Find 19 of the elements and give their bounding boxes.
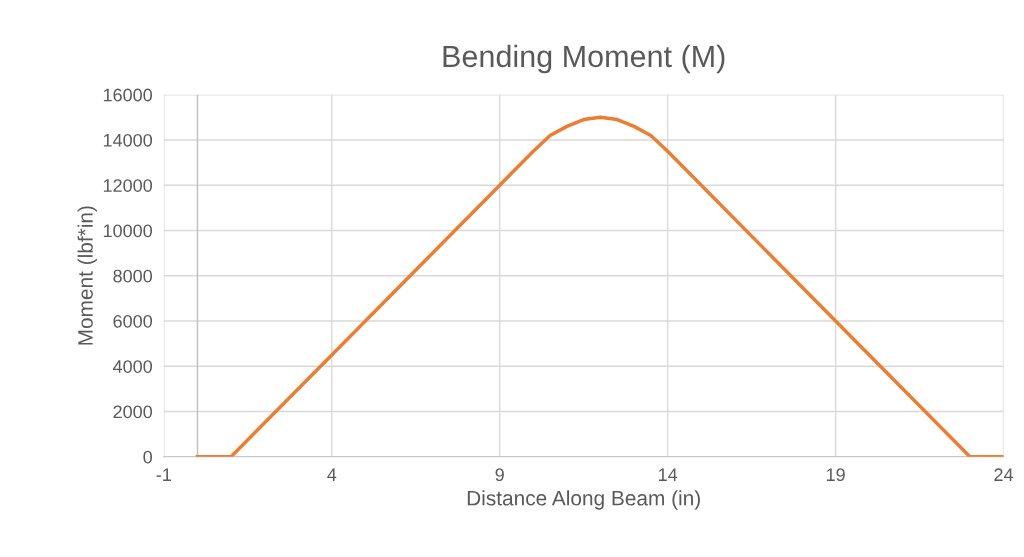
y-tick-label: 2000 (113, 405, 153, 419)
x-tick-label: -1 (156, 468, 171, 481)
x-tick-label: 4 (327, 468, 337, 481)
y-tick-label: 12000 (103, 179, 153, 192)
x-axis-title: Distance Along Beam (in) (467, 490, 700, 510)
x-tick-label: 24 (994, 468, 1014, 481)
y-tick-label: 10000 (103, 224, 153, 238)
y-tick-label: 14000 (103, 133, 153, 147)
line-series (195, 115, 1004, 457)
y-tick-label: 4000 (112, 360, 153, 373)
chart-title: Bending Moment (M) (443, 44, 725, 74)
x-tick-label: 9 (495, 468, 504, 482)
y-tick-label: 6000 (113, 314, 153, 328)
x-tick-label: 14 (658, 468, 678, 481)
x-tick-label: 19 (826, 468, 845, 482)
y-tick-label: 8000 (113, 269, 153, 283)
y-tick-label: 16000 (103, 88, 153, 102)
y-tick-label: 0 (143, 450, 153, 464)
y-axis-title: Moment (lbf*in) (77, 206, 97, 345)
